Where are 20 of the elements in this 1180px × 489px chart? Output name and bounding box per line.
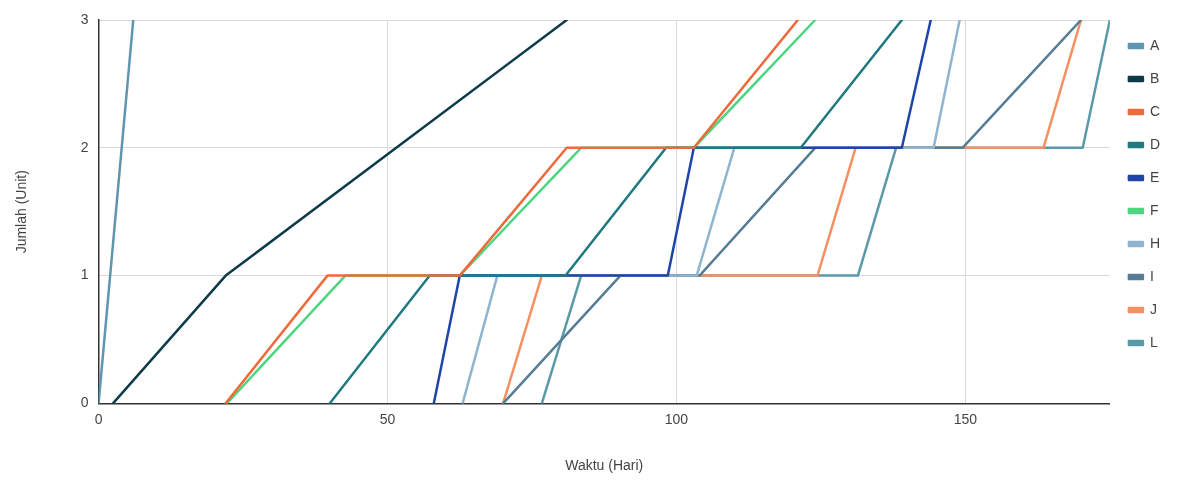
legend-label: C [1149, 102, 1161, 119]
y-tick-label: 1 [80, 266, 89, 283]
legend-label: A [1149, 36, 1160, 53]
legend-label: B [1149, 69, 1160, 86]
x-tick-label: 0 [94, 410, 103, 427]
y-tick-label: 3 [80, 10, 89, 27]
legend-label: H [1149, 234, 1161, 251]
x-axis-title: Waktu (Hari) [565, 457, 644, 474]
legend-label: J [1149, 300, 1157, 317]
y-axis-title: Jumlah (Unit) [13, 170, 30, 254]
x-tick-label: 100 [664, 410, 689, 427]
y-tick-label: 2 [80, 138, 89, 155]
x-tick-label: 150 [953, 410, 978, 427]
legend-label: I [1149, 267, 1154, 284]
legend-label: F [1149, 201, 1159, 218]
legend-label: E [1149, 168, 1160, 185]
x-tick-label: 50 [379, 410, 396, 427]
y-tick-label: 0 [80, 394, 89, 411]
legend-label: L [1149, 333, 1158, 350]
legend-label: D [1149, 135, 1161, 152]
